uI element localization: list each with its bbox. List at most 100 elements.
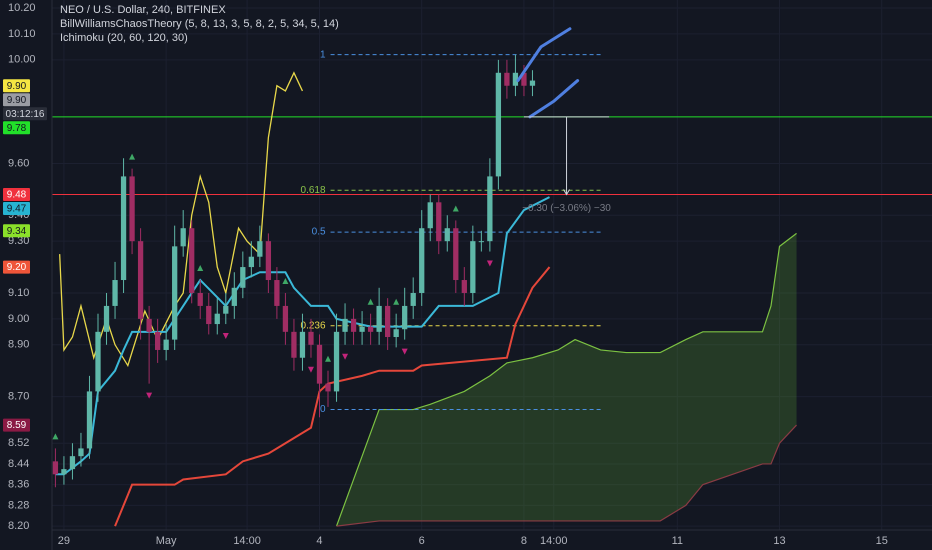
candle-body bbox=[172, 246, 178, 340]
price-tags: 9.90 9.90 03:12:16 9.78 9.48 9.47 9.34 9.20 8.59 bbox=[3, 79, 47, 432]
candle-body bbox=[478, 241, 484, 243]
candle-body bbox=[154, 331, 161, 350]
fractal-up bbox=[282, 277, 289, 284]
y-tick-label: 8.90 bbox=[8, 339, 29, 351]
y-tick-label: 9.10 bbox=[8, 287, 29, 299]
fib-label: 0.236 bbox=[301, 320, 326, 331]
fractal-up bbox=[452, 205, 459, 212]
grid-layer bbox=[52, 0, 932, 530]
candle-body bbox=[308, 331, 314, 345]
candle-body bbox=[52, 461, 59, 475]
candle-body bbox=[342, 318, 348, 332]
price-tag-label: 9.20 bbox=[7, 262, 27, 273]
candle-body bbox=[214, 313, 220, 325]
candle-body bbox=[282, 305, 289, 332]
x-tick-label: May bbox=[156, 535, 177, 547]
candle-body bbox=[436, 202, 442, 242]
candle-body bbox=[402, 305, 408, 330]
candle-body bbox=[504, 72, 510, 86]
price-tag bbox=[3, 79, 30, 93]
candle-body bbox=[223, 305, 229, 314]
candle-body bbox=[163, 339, 169, 350]
cloud-lower bbox=[336, 424, 797, 527]
candle-body bbox=[529, 80, 536, 86]
candle-body bbox=[189, 228, 195, 293]
candle-body bbox=[112, 280, 118, 306]
x-tick-label: 13 bbox=[773, 535, 785, 547]
candle-body bbox=[350, 318, 357, 332]
price-tag bbox=[3, 121, 30, 135]
candle-body bbox=[265, 241, 272, 281]
candle-body bbox=[410, 292, 416, 306]
candle-body bbox=[95, 331, 101, 392]
candle-body bbox=[78, 448, 84, 457]
candle-body bbox=[240, 267, 246, 288]
indicator-line bbox=[59, 71, 304, 368]
candle-body bbox=[333, 331, 340, 392]
candle-body bbox=[521, 72, 527, 86]
candle-body bbox=[376, 305, 382, 332]
x-tick-label: 29 bbox=[58, 535, 70, 547]
price-tag-label: 9.78 bbox=[7, 123, 27, 134]
candle-body bbox=[61, 469, 67, 475]
candle-body bbox=[103, 305, 110, 332]
candle-body bbox=[146, 318, 152, 332]
countdown-label: 03:12:16 bbox=[6, 109, 45, 120]
measure-label: −0.30 (−3.06%) −30 bbox=[522, 203, 611, 214]
candle-body bbox=[299, 331, 306, 358]
indicator-label: BillWilliamsChaosTheory (5, 8, 13, 3, 5,… bbox=[60, 18, 339, 30]
candle-body bbox=[197, 292, 203, 306]
price-tag-label: 9.34 bbox=[7, 226, 27, 237]
channel-line bbox=[516, 27, 572, 83]
y-tick-label: 9.30 bbox=[8, 235, 29, 247]
fractal-down bbox=[222, 333, 229, 340]
fib-label: 0.5 bbox=[312, 227, 326, 238]
x-tick-label: 8 bbox=[521, 535, 527, 547]
candle-body bbox=[444, 228, 450, 242]
axes-layer: 10.2010.1010.009.609.409.309.109.008.908… bbox=[8, 2, 888, 547]
x-tick-label: 14:00 bbox=[233, 535, 261, 547]
candle-body bbox=[325, 383, 331, 392]
price-tag bbox=[3, 188, 30, 202]
candle-body bbox=[453, 228, 459, 281]
price-tag bbox=[3, 202, 30, 216]
price-tag bbox=[3, 260, 30, 274]
candle-body bbox=[359, 326, 365, 332]
indicator-line bbox=[114, 266, 551, 527]
candle-body bbox=[291, 331, 297, 358]
measure-arrow-head bbox=[563, 189, 570, 196]
x-tick-label: 4 bbox=[316, 535, 322, 547]
fractal-down bbox=[307, 366, 314, 373]
cloud-upper bbox=[335, 232, 797, 527]
channel-line bbox=[528, 79, 580, 119]
x-tick-label: 15 bbox=[876, 535, 888, 547]
chart-title: NEO / U.S. Dollar, 240, BITFINEX bbox=[60, 4, 226, 16]
candle-body bbox=[512, 72, 519, 86]
candle-body bbox=[461, 280, 467, 293]
candle-body bbox=[86, 391, 93, 449]
candle-body bbox=[316, 344, 323, 384]
price-tag bbox=[3, 224, 30, 238]
candle-body bbox=[137, 241, 144, 319]
candle-body bbox=[427, 202, 433, 229]
plot-area: 1 0.618 0.5 0.236 0 −0.30 (−3.06%) −30 bbox=[52, 27, 932, 527]
y-tick-label: 8.20 bbox=[8, 520, 29, 532]
price-tag-label: 8.59 bbox=[7, 420, 27, 431]
y-tick-label: 8.70 bbox=[8, 390, 29, 402]
candle-body bbox=[495, 72, 502, 177]
candle-body bbox=[231, 287, 237, 306]
candle-body bbox=[393, 329, 399, 338]
indicator-label: Ichimoku (20, 60, 120, 30) bbox=[60, 32, 188, 44]
fib-label: 0.618 bbox=[301, 185, 326, 196]
candle-body bbox=[69, 456, 76, 470]
y-tick-label: 10.10 bbox=[8, 28, 36, 40]
y-tick-label: 10.20 bbox=[8, 2, 36, 14]
fractal-up bbox=[367, 298, 374, 305]
y-tick-label: 9.60 bbox=[8, 157, 29, 169]
price-tag-label: 9.90 bbox=[7, 81, 27, 92]
y-tick-label: 8.36 bbox=[8, 479, 29, 491]
y-tick-label: 8.44 bbox=[8, 458, 29, 470]
y-tick-label: 8.52 bbox=[8, 437, 29, 449]
